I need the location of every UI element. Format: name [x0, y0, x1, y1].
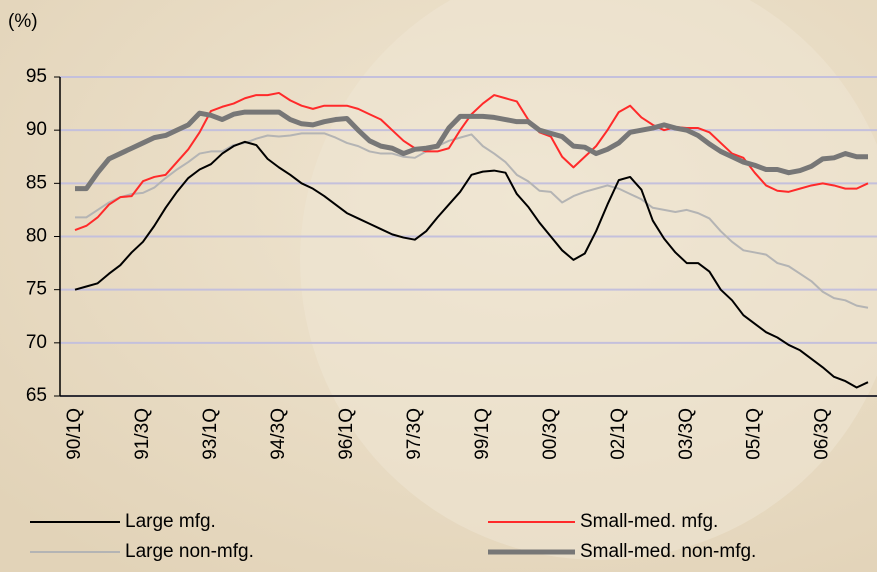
legend-label: Small-med. non-mfg. — [580, 541, 756, 562]
y-tick-label: 95 — [26, 66, 47, 87]
x-tick-label: 97/3Q — [404, 408, 425, 460]
x-tick-label: 02/1Q — [608, 408, 629, 460]
y-tick-label: 85 — [26, 172, 47, 193]
x-tick-label: 00/3Q — [540, 408, 561, 460]
y-tick-label: 75 — [26, 279, 47, 300]
legend-label: Large non-mfg. — [125, 541, 254, 562]
y-tick-label: 65 — [26, 385, 47, 406]
chart: (%) 65 70 75 80 85 90 95 90/1Q 91/3Q 93/1Q 94/3Q 96… — [0, 0, 877, 572]
x-tick-label: 94/3Q — [268, 408, 289, 460]
y-axis-unit: (%) — [8, 11, 38, 32]
x-tick-label: 03/3Q — [676, 408, 697, 460]
y-tick-label: 80 — [26, 226, 47, 247]
x-tick-label: 05/1Q — [744, 408, 765, 460]
x-tick-label: 91/3Q — [132, 408, 153, 460]
x-tick-label: 99/1Q — [472, 408, 493, 460]
legend-label: Small-med. mfg. — [580, 511, 718, 532]
x-tick-label: 06/3Q — [812, 408, 833, 460]
x-tick-label: 90/1Q — [64, 408, 85, 460]
x-tick-label: 96/1Q — [336, 408, 357, 460]
y-tick-label: 70 — [26, 332, 47, 353]
legend-label: Large mfg. — [125, 511, 216, 532]
y-tick-label: 90 — [26, 119, 47, 140]
x-tick-label: 93/1Q — [200, 408, 221, 460]
